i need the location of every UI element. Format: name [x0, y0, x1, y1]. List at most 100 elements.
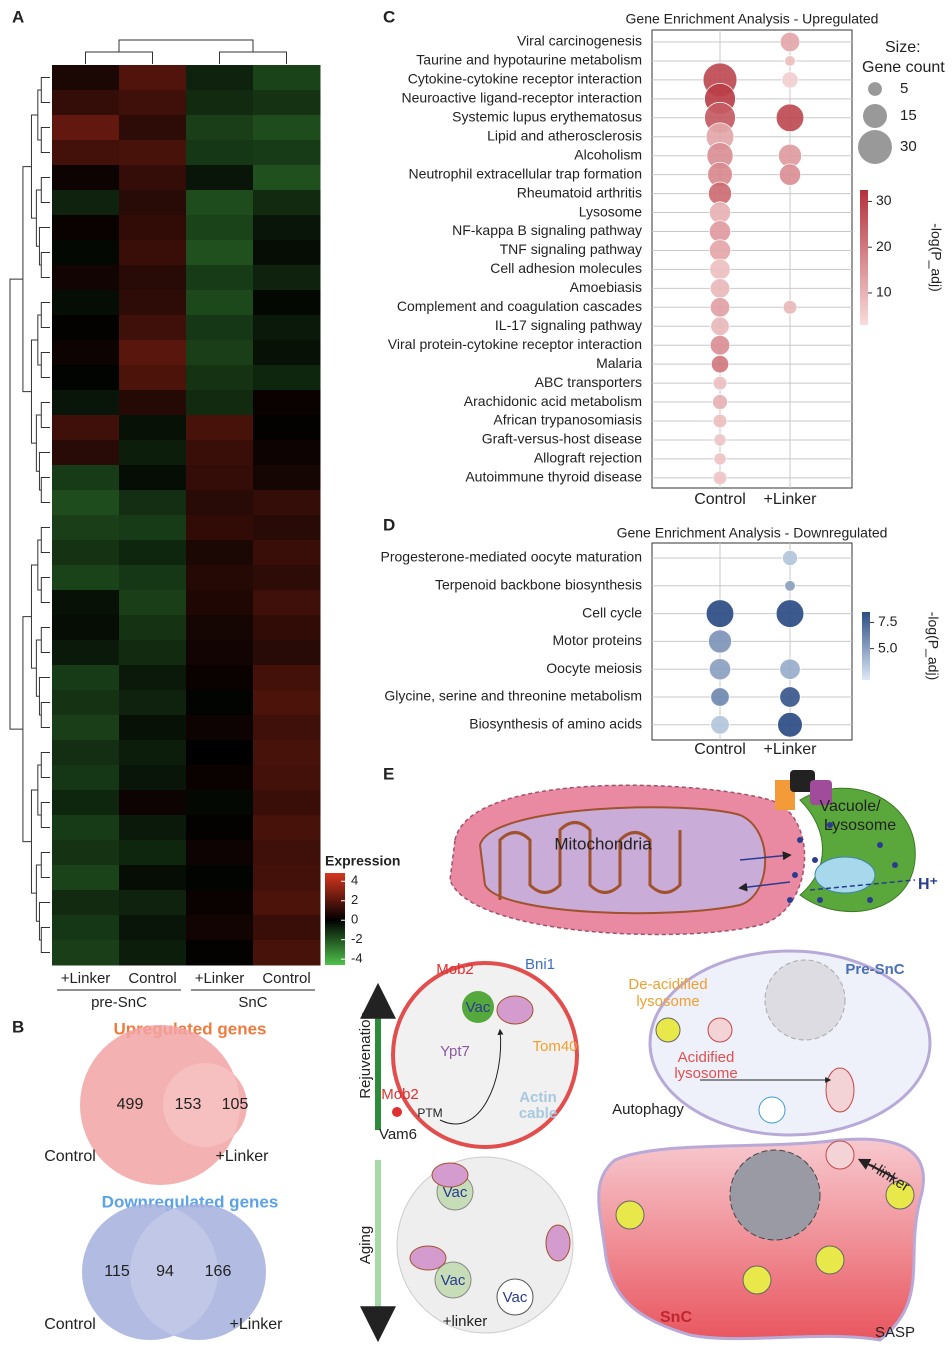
heat-cell [119, 865, 187, 891]
heat-cell [119, 415, 187, 441]
label: Vam6 [379, 1126, 417, 1143]
dendrogram [30, 339, 38, 444]
heat-cell [253, 315, 321, 341]
dot [709, 297, 731, 318]
venn-count: 115 [104, 1263, 130, 1280]
heat-cell [186, 515, 254, 541]
heat-cell [253, 290, 321, 316]
heat-cell [119, 740, 187, 766]
heat-cell [186, 315, 254, 341]
pump [814, 856, 876, 894]
label: Actin [519, 1089, 557, 1106]
heat-cell [253, 815, 321, 841]
panel-label: C [383, 7, 395, 26]
label: Aging [357, 1226, 374, 1264]
heat-cell [119, 565, 187, 591]
category-label: Arachidonic acid metabolism [464, 393, 642, 409]
heat-cell [52, 765, 120, 791]
dendrogram [22, 166, 32, 393]
vacuole [496, 1278, 534, 1316]
heat-cell [52, 615, 120, 641]
heat-cell [52, 640, 120, 666]
arrow [439, 1028, 504, 1125]
heat-cell [119, 315, 187, 341]
dot [712, 470, 728, 486]
category-label: Neutrophil extracellular trap formation [409, 165, 642, 181]
heat-cell [253, 190, 321, 216]
arrow [739, 851, 792, 861]
category-label: Biosynthesis of amino acids [469, 716, 642, 732]
arrow [809, 879, 916, 891]
lysosome [815, 1245, 845, 1275]
dot [708, 201, 732, 224]
heat-cell [52, 840, 120, 866]
heat-cell [186, 790, 254, 816]
heat-cell [186, 540, 254, 566]
heat-cell [186, 340, 254, 366]
category-label: Amoebiasis [570, 279, 642, 295]
venn-circle [130, 1204, 266, 1340]
category-label: IL-17 signaling pathway [495, 317, 642, 333]
heat-cell [186, 815, 254, 841]
colorbar [325, 873, 345, 965]
heat-cell [186, 140, 254, 166]
label: Tom40 [532, 1038, 577, 1055]
dot [782, 550, 798, 566]
diagram: Mitochondria Vacuole/ Lysosome H⁺ Pre-Sn… [357, 770, 938, 1343]
lysosome [885, 1180, 915, 1210]
size-legend-label: 30 [900, 138, 917, 155]
heat-cell [253, 490, 321, 516]
heat-cell [52, 440, 120, 466]
label: Bni1 [525, 956, 555, 973]
dot [705, 599, 735, 628]
heat-cell [186, 440, 254, 466]
dendrogram [40, 927, 50, 953]
category-label: African trypanosomiasis [493, 412, 642, 428]
dendrogram [40, 577, 50, 603]
heat-cell [119, 890, 187, 916]
heat-cell [119, 915, 187, 941]
heat-cell [253, 465, 321, 491]
x-tick-label: Control [694, 491, 746, 508]
heat-cell [186, 665, 254, 691]
heat-cell [119, 215, 187, 241]
dot [779, 658, 801, 680]
heat-cell [253, 65, 321, 91]
heat-cell [119, 390, 187, 416]
heat-cell [52, 490, 120, 516]
heat-cell [52, 140, 120, 166]
dendrogram [22, 616, 32, 843]
dot [713, 452, 727, 466]
size-legend-label: 15 [900, 107, 917, 124]
group-label: SnC [238, 994, 267, 1011]
dendrogram [35, 189, 42, 247]
dot [710, 354, 730, 374]
dendrogram [40, 402, 50, 428]
pre-snc-cell [648, 949, 932, 1137]
heat-cell [52, 240, 120, 266]
heat-cell [52, 665, 120, 691]
label: Rejuvenation [357, 1011, 374, 1099]
venn-set-label: +Linker [216, 1148, 270, 1165]
heat-cell [52, 515, 120, 541]
heat-cell [186, 415, 254, 441]
colorbar-tick-label: 4 [351, 873, 358, 888]
heat-cell [119, 640, 187, 666]
heat-cell [253, 240, 321, 266]
heat-cell [186, 390, 254, 416]
heat-cell [253, 940, 321, 966]
venn-set-label: +Linker [230, 1316, 284, 1333]
column-label: Control [262, 970, 310, 987]
category-label: TNF signaling pathway [500, 241, 642, 257]
mitochondria-inner [478, 806, 767, 915]
heat-cell [119, 290, 187, 316]
heat-cell [119, 140, 187, 166]
heat-cell [186, 65, 254, 91]
label: SnC [660, 1309, 692, 1326]
heat-cell [52, 590, 120, 616]
arrow [857, 1158, 896, 1179]
category-label: Allograft rejection [534, 450, 642, 466]
heat-cell [52, 365, 120, 391]
venn-count: 153 [175, 1096, 202, 1113]
